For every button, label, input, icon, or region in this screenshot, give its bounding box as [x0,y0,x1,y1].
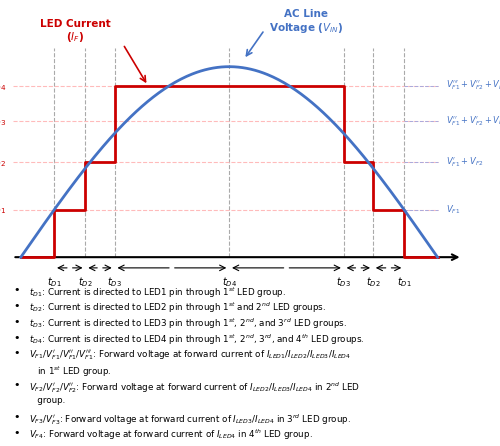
Text: $V_{F1}/V_{F1}'/V_{F1}''/V_{F1}'''$: Forward voltage at forward current of $I_{L: $V_{F1}/V_{F1}'/V_{F1}''/V_{F1}'''$: For… [28,348,350,362]
Text: $t_{D2}$: $t_{D2}$ [366,275,380,289]
Text: $t_{D3}$: $t_{D3}$ [336,275,351,289]
Text: $V_{F4}$: Forward voltage at forward current of $I_{LED4}$ in 4$^{th}$ LED group: $V_{F4}$: Forward voltage at forward cur… [28,428,312,442]
Text: $V_{F1}$: $V_{F1}$ [446,203,460,216]
Text: AC Line: AC Line [284,9,328,19]
Text: •: • [14,301,20,311]
Text: $t_{D3}$: Current is directed to LED3 pin through 1$^{st}$, 2$^{nd}$, and 3$^{rd: $t_{D3}$: Current is directed to LED3 pi… [28,317,346,331]
Text: $I_{LED3}$: $I_{LED3}$ [0,115,6,128]
Text: $V_{F1}'''+V_{F2}''+V_{F3}'+V_{F4}$: $V_{F1}'''+V_{F2}''+V_{F3}'+V_{F4}$ [446,79,500,92]
Text: Voltage ($V_{IN}$): Voltage ($V_{IN}$) [269,21,344,34]
Text: •: • [14,412,20,422]
Text: $t_{D4}$: Current is directed to LED4 pin through 1$^{st}$, 2$^{nd}$, 3$^{rd}$, : $t_{D4}$: Current is directed to LED4 pi… [28,333,364,347]
Text: $V_{F1}'+V_{F2}$: $V_{F1}'+V_{F2}$ [446,155,484,169]
Text: $t_{D4}$: $t_{D4}$ [222,275,236,289]
Text: group.: group. [28,396,65,405]
Text: $I_{LED2}$: $I_{LED2}$ [0,155,6,169]
Text: $t_{D3}$: $t_{D3}$ [107,275,122,289]
Text: LED Current: LED Current [40,19,111,29]
Text: •: • [14,428,20,438]
Text: ($I_F$): ($I_F$) [66,30,84,44]
Text: $t_{D1}$: $t_{D1}$ [47,275,62,289]
Text: •: • [14,380,20,390]
Text: $V_{F1}''+V_{F2}'+V_{F3}$: $V_{F1}''+V_{F2}'+V_{F3}$ [446,115,500,128]
Text: $V_{F2}/V_{F2}'/V_{F2}''$: Forward voltage at forward current of $I_{LED2}/I_{LE: $V_{F2}/V_{F2}'/V_{F2}''$: Forward volta… [28,380,359,395]
Text: $I_{LED4}$: $I_{LED4}$ [0,79,6,93]
Text: $V_{F3}/V_{F3}'$: Forward voltage at forward current of $I_{LED3}/I_{LED4}$ in 3: $V_{F3}/V_{F3}'$: Forward voltage at for… [28,412,350,427]
Text: •: • [14,285,20,295]
Text: •: • [14,317,20,327]
Text: •: • [14,333,20,343]
Text: $t_{D1}$: $t_{D1}$ [397,275,411,289]
Text: in 1$^{st}$ LED group.: in 1$^{st}$ LED group. [28,364,111,379]
Text: •: • [14,348,20,359]
Text: $I_{LED1}$: $I_{LED1}$ [0,202,6,216]
Text: $t_{D2}$: $t_{D2}$ [78,275,92,289]
Text: $t_{D2}$: Current is directed to LED2 pin through 1$^{st}$ and 2$^{nd}$ LED grou: $t_{D2}$: Current is directed to LED2 pi… [28,301,326,315]
Text: $t_{D1}$: Current is directed to LED1 pin through 1$^{st}$ LED group.: $t_{D1}$: Current is directed to LED1 pi… [28,285,285,300]
